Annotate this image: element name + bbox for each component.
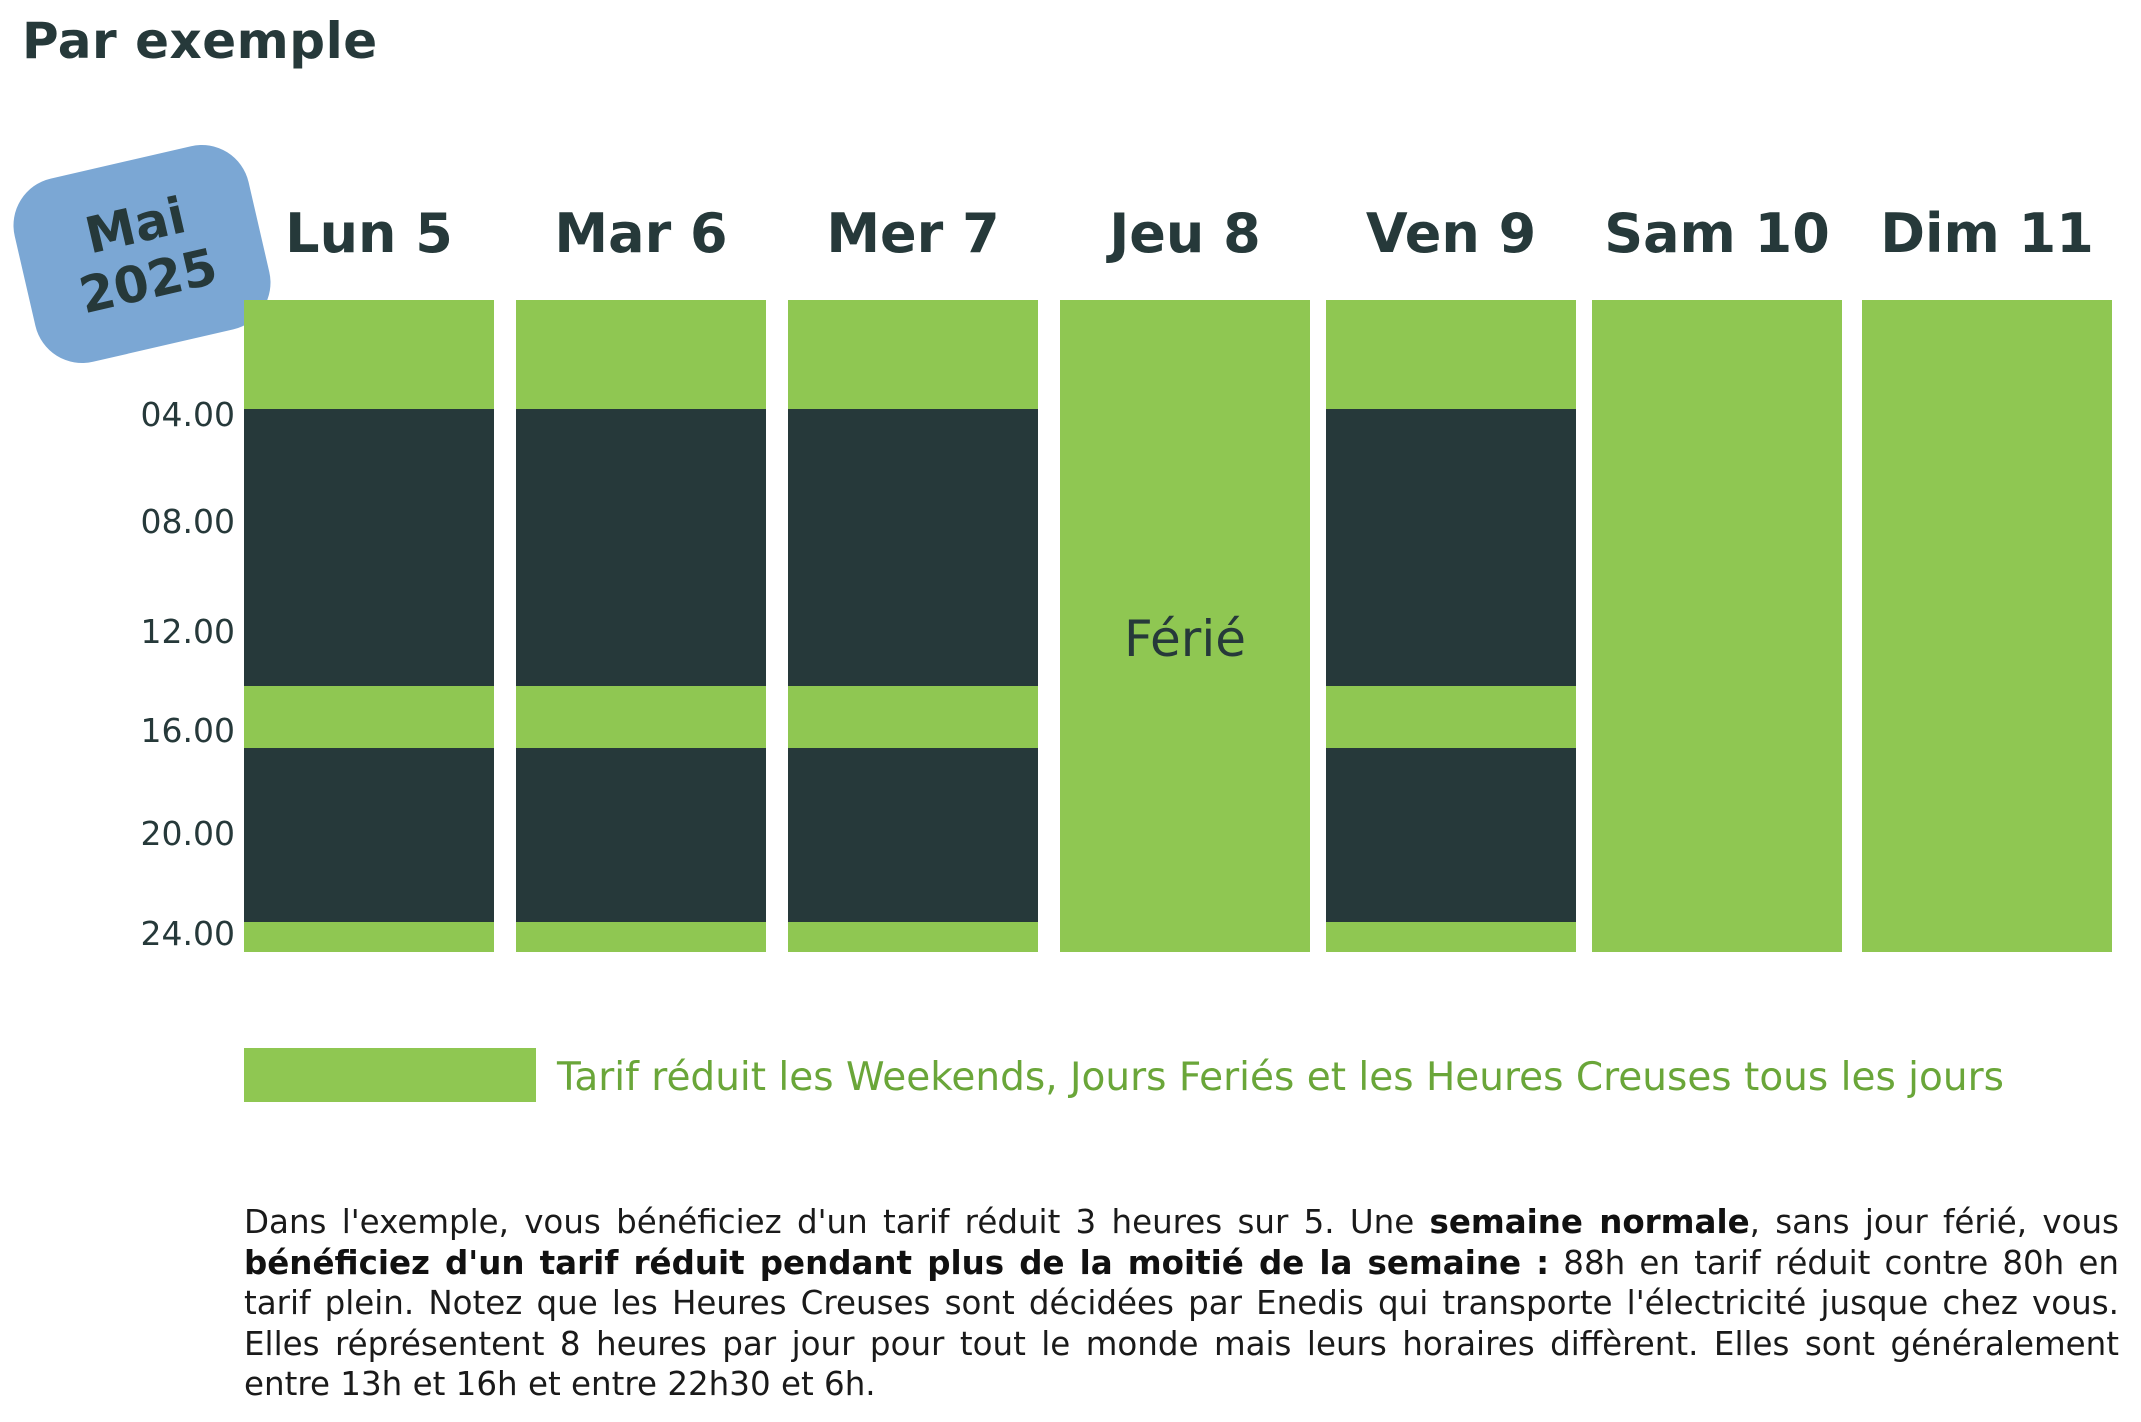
peak-hours-block [244,409,494,686]
peak-hours-block [516,409,766,686]
day-header-dim: Dim 11 [1880,202,2094,265]
hour-label-04: 04.00 [140,395,235,434]
paragraph-bold-2: bénéficiez d'un tarif réduit pendant plu… [244,1243,1550,1282]
peak-hours-block [1326,748,1576,922]
holiday-label: Férié [1124,610,1246,668]
day-header-lun: Lun 5 [285,202,453,265]
peak-hours-block [1326,409,1576,686]
explanation-paragraph: Dans l'exemple, vous bénéficiez d'un tar… [244,1202,2119,1405]
page-title: Par exemple [22,12,378,70]
paragraph-text-1: Dans l'exemple, vous bénéficiez d'un tar… [244,1203,1430,1241]
day-header-sam: Sam 10 [1604,202,1830,265]
month-badge: Mai 2025 [3,135,281,373]
peak-hours-block [516,748,766,922]
day-column-jeu: Férié [1060,300,1310,952]
paragraph-text-3: 88h en tarif réduit contre 80h en tarif … [244,1243,2119,1404]
day-header-mer: Mer 7 [826,202,1000,265]
day-header-ven: Ven 9 [1365,202,1537,265]
hour-label-08: 08.00 [140,502,235,541]
peak-hours-block [788,409,1038,686]
hour-label-12: 12.00 [140,612,235,651]
day-column-lun [244,300,494,952]
hour-label-20: 20.00 [140,814,235,853]
legend-swatch-offpeak [244,1048,536,1102]
day-column-sam [1592,300,1842,952]
day-column-mer [788,300,1038,952]
hour-label-24: 24.00 [140,914,235,953]
day-header-jeu: Jeu 8 [1109,202,1261,265]
peak-hours-block [244,748,494,922]
day-column-ven [1326,300,1576,952]
day-header-mar: Mar 6 [554,202,728,265]
paragraph-text-2: , sans jour férié, vous [1749,1203,2119,1241]
hour-label-16: 16.00 [140,711,235,750]
peak-hours-block [788,748,1038,922]
day-column-mar [516,300,766,952]
paragraph-bold-1: semaine normale [1429,1203,1750,1241]
legend-label: Tarif réduit les Weekends, Jours Feriés … [557,1055,2004,1100]
day-column-dim [1862,300,2112,952]
